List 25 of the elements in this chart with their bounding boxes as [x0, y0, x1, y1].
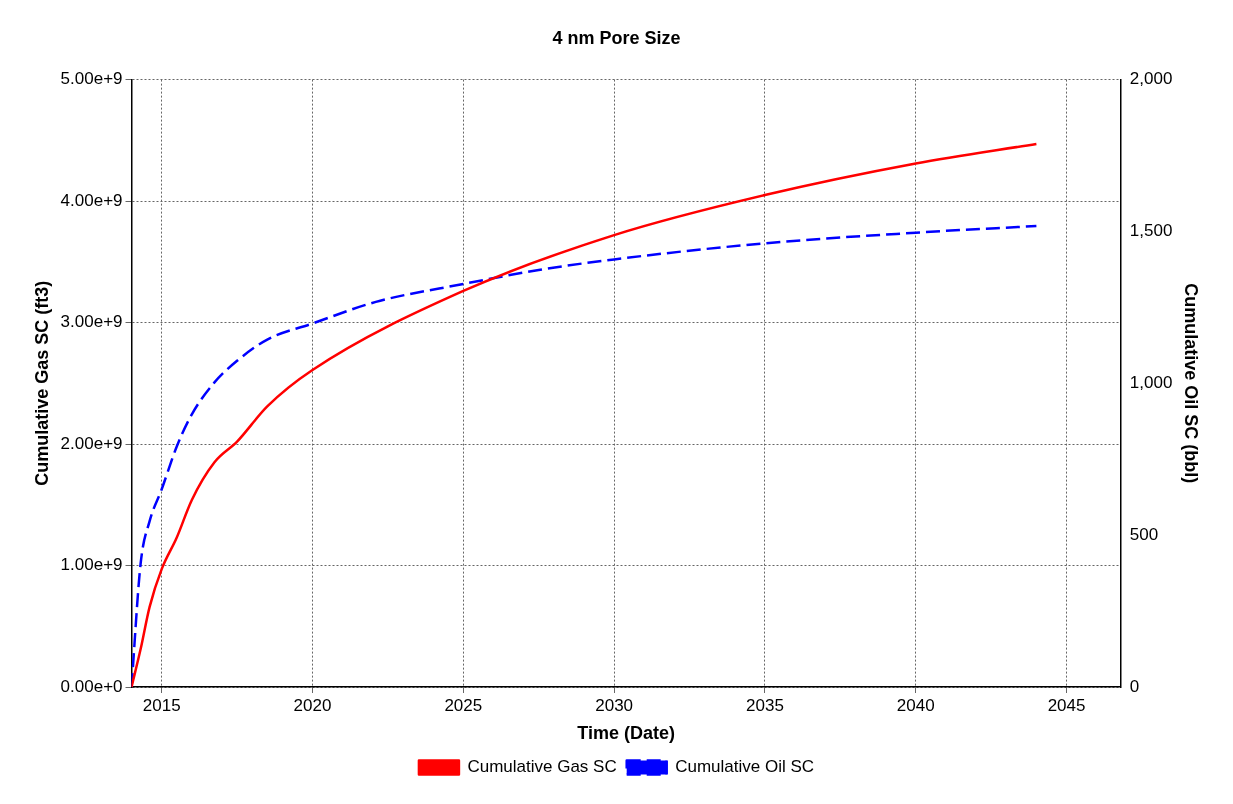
y-tick-label: 5.00e+9	[60, 69, 123, 89]
line-series	[131, 142, 1038, 687]
y2-tick-label: 0	[1129, 676, 1140, 696]
y2-tick-label: 1,000	[1129, 372, 1173, 392]
x-tick-label: 2025	[444, 695, 483, 715]
y-tick-label: 2.00e+9	[60, 433, 123, 453]
y2-tick-label: 1,500	[1129, 221, 1173, 241]
x-tick-label: 2045	[1047, 695, 1086, 715]
x-tick-label: 2035	[746, 695, 784, 715]
x-tick-label: 2020	[293, 695, 332, 715]
legend-label: Cumulative Oil SC	[675, 757, 815, 777]
x-tick-label: 2015	[142, 695, 181, 715]
x-tick-label: 2030	[595, 695, 634, 715]
y-tick-label: 1.00e+9	[60, 555, 123, 575]
y-tick-label: 4.00e+9	[60, 190, 123, 210]
chart-title: 4 nm Pore Size	[552, 27, 681, 48]
y-tick-label: 0.00e+0	[60, 676, 123, 696]
y-axis-title: Cumulative Gas SC (ft3)	[31, 280, 52, 486]
y-tick-label: 3.00e+9	[60, 312, 123, 332]
y2-tick-label: 2,000	[1129, 69, 1173, 89]
legend-label: Cumulative Gas SC	[467, 757, 617, 777]
x-tick-label: 2040	[896, 695, 935, 715]
y2-tick-label: 500	[1129, 524, 1159, 544]
y2-axis-title: Cumulative Oil SC (bbl)	[1181, 283, 1202, 484]
x-axis-title: Time (Date)	[577, 723, 676, 744]
